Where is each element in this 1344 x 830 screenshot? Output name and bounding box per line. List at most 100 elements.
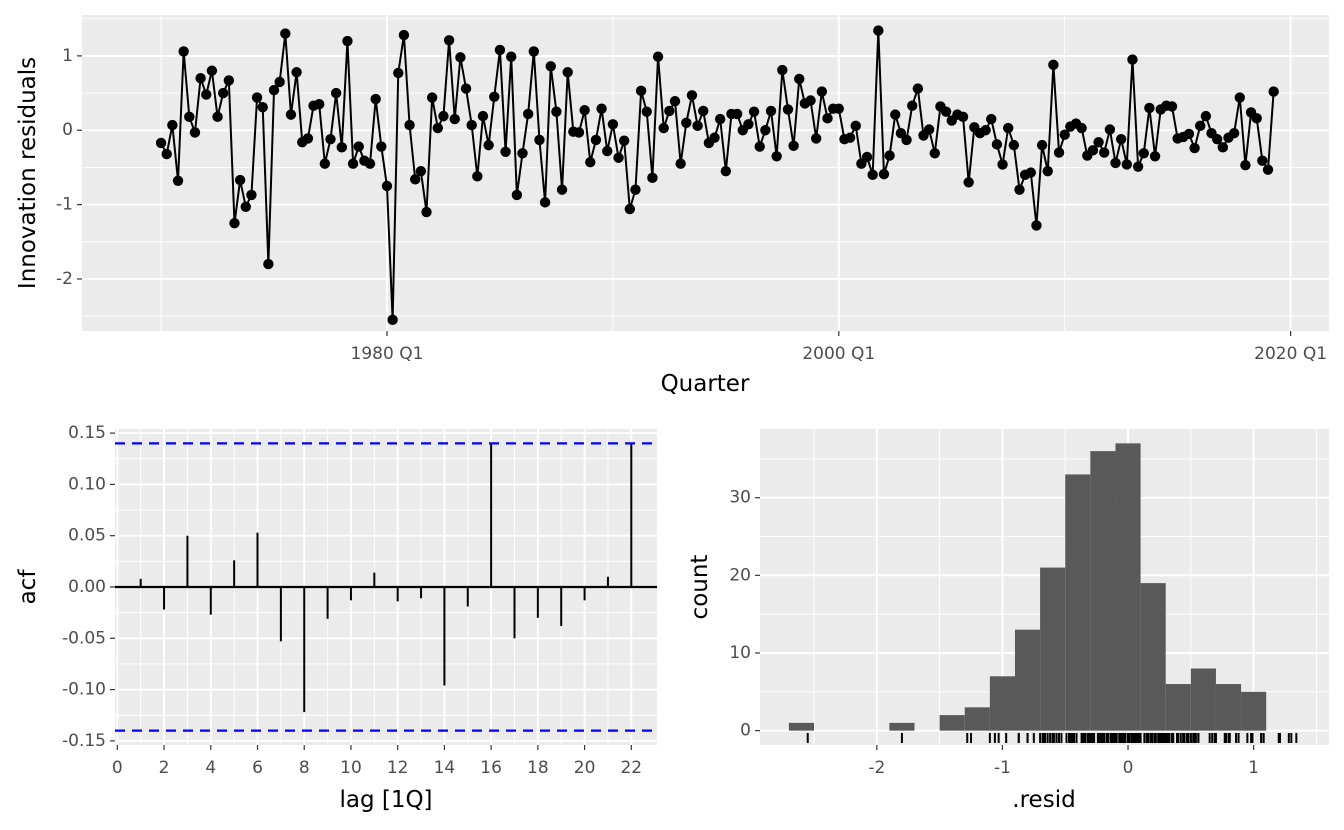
residual-point xyxy=(771,151,782,162)
histogram-y-axis-title: count xyxy=(687,555,713,620)
residual-point xyxy=(325,133,336,145)
histogram-bar xyxy=(1215,684,1242,731)
histogram-bar xyxy=(964,707,990,731)
residual-point xyxy=(1115,133,1127,145)
histogram-rug xyxy=(806,733,1298,743)
residual-point xyxy=(940,106,952,117)
histogram-bar xyxy=(1065,474,1091,731)
residual-point xyxy=(822,113,833,124)
residual-point xyxy=(675,158,686,169)
residual-point xyxy=(720,165,732,177)
residual-point xyxy=(788,140,799,152)
residual-point xyxy=(1053,147,1065,158)
histogram-x-tick: -1 xyxy=(994,758,1011,778)
residual-point xyxy=(460,83,472,94)
residual-point xyxy=(997,159,1008,170)
residual-point xyxy=(602,145,613,157)
residual-point xyxy=(1200,110,1212,122)
acf-x-tick: 14 xyxy=(434,758,456,778)
residual-point xyxy=(1189,142,1200,154)
residuals-x-tick-labels: 1980 Q1 2000 Q1 2020 Q1 xyxy=(351,331,1327,364)
residual-point xyxy=(652,51,664,62)
residual-point xyxy=(1211,133,1223,145)
residual-point xyxy=(376,141,387,152)
residual-point xyxy=(246,189,257,201)
acf-x-tick: 12 xyxy=(387,758,409,778)
residual-point xyxy=(1104,124,1116,135)
residual-point xyxy=(398,29,410,41)
residual-point xyxy=(686,90,698,101)
residual-point xyxy=(381,180,393,192)
acf-x-tick: 20 xyxy=(574,758,596,778)
residual-point xyxy=(1048,59,1059,71)
histogram-bar xyxy=(889,722,915,731)
residual-point xyxy=(1166,101,1178,112)
residual-point xyxy=(551,106,562,117)
residual-point xyxy=(1217,142,1229,153)
residual-point xyxy=(810,133,822,144)
histogram-bar xyxy=(1241,691,1267,731)
residual-point xyxy=(624,203,636,215)
residual-point xyxy=(212,111,223,123)
residuals-x-tick: 2020 Q1 xyxy=(1254,344,1327,364)
residual-point xyxy=(562,67,573,78)
acf-x-tick: 8 xyxy=(299,758,310,778)
residual-point xyxy=(172,175,184,187)
residual-point xyxy=(698,105,709,117)
acf-x-tick: 2 xyxy=(159,758,170,778)
residual-point xyxy=(1008,139,1020,151)
residual-point xyxy=(415,165,427,177)
residual-point xyxy=(1234,92,1245,103)
residual-point xyxy=(901,134,912,146)
residual-point xyxy=(641,106,652,117)
residual-point xyxy=(1262,164,1274,175)
residual-point xyxy=(545,61,556,72)
acf-x-tick: 16 xyxy=(480,758,502,778)
residual-point xyxy=(1251,113,1262,124)
residual-point xyxy=(528,46,540,57)
residual-point xyxy=(923,124,935,135)
residual-point xyxy=(1059,129,1070,140)
residual-point xyxy=(878,168,890,180)
residuals-x-axis-title: Quarter xyxy=(661,371,750,397)
residual-point xyxy=(1110,157,1121,169)
residual-point xyxy=(421,206,432,218)
residual-point xyxy=(167,119,178,131)
acf-y-tick: 0.00 xyxy=(68,577,106,597)
histogram-x-axis-title: .resid xyxy=(1012,787,1075,813)
residual-point xyxy=(980,125,991,136)
residual-point xyxy=(585,157,596,168)
residual-point xyxy=(1087,145,1099,156)
acf-y-axis-title: acf xyxy=(15,569,41,605)
residual-point xyxy=(816,86,828,97)
residuals-y-tick-labels: -2 -1 0 1 xyxy=(56,46,82,289)
residual-point xyxy=(1127,54,1138,65)
histogram-bar xyxy=(1140,583,1166,731)
residual-point xyxy=(404,119,415,131)
residual-point xyxy=(833,103,844,114)
residual-point xyxy=(291,67,302,78)
residual-point xyxy=(1132,161,1144,172)
residual-point xyxy=(274,76,285,88)
acf-x-axis-title: lag [1Q] xyxy=(339,787,432,813)
residual-point xyxy=(432,122,443,134)
residual-point xyxy=(443,35,455,46)
residual-point xyxy=(472,171,483,182)
residual-point xyxy=(534,134,545,146)
residual-point xyxy=(449,113,460,125)
residual-point xyxy=(342,35,353,47)
residual-point xyxy=(251,92,263,103)
residual-point xyxy=(743,119,754,130)
residual-point xyxy=(658,122,669,134)
histogram-bar xyxy=(1014,629,1041,731)
residual-point xyxy=(590,134,602,146)
residual-point xyxy=(765,105,777,117)
residual-point xyxy=(387,314,398,326)
residual-point xyxy=(195,73,206,84)
residual-point xyxy=(669,96,681,107)
residuals-y-tick: 1 xyxy=(62,46,73,66)
residuals-x-tick: 1980 Q1 xyxy=(351,344,424,364)
acf-x-tick: 6 xyxy=(252,758,263,778)
